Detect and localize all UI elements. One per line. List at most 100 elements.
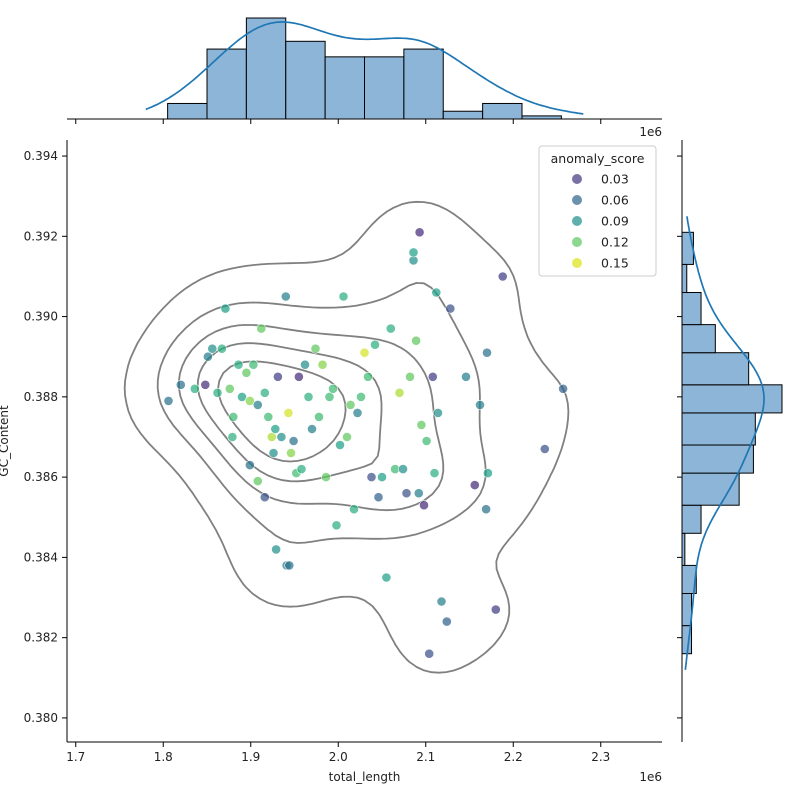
scatter-point (558, 383, 568, 394)
scatter-point (385, 323, 396, 334)
scatter-point (212, 387, 223, 398)
top-hist-bar (324, 56, 365, 120)
scatter-point (307, 424, 317, 434)
scatter-point (414, 227, 425, 238)
scatter-point (244, 460, 255, 470)
right-hist-bar (681, 504, 702, 534)
scatter-point (461, 371, 471, 382)
right-hist-bar (681, 444, 754, 474)
scatter-point (359, 347, 370, 358)
x-tick-label: 2.0 (329, 750, 348, 764)
top-hist-bar (403, 48, 444, 120)
scatter-point (475, 399, 485, 410)
scatter-point (237, 391, 247, 402)
legend-marker-0.06 (572, 195, 582, 205)
right-hist-bar (681, 292, 702, 326)
scatter-point (413, 488, 424, 499)
scatter-point (189, 383, 200, 394)
scatter-point (370, 339, 380, 350)
legend-label: 0.15 (601, 256, 629, 271)
top-hist-bar (442, 110, 484, 120)
scatter-point (427, 371, 438, 382)
scatter-point (175, 379, 186, 390)
scatter-point (482, 347, 492, 358)
scatter-point (300, 359, 310, 370)
scatter-point (244, 395, 255, 406)
scatter-point (216, 343, 227, 354)
x-tick-label: 2.1 (416, 750, 435, 764)
right-hist-bar (681, 263, 688, 294)
scatter-point (424, 648, 435, 659)
kde-contour-line-2 (156, 282, 487, 544)
scatter-point (288, 436, 299, 446)
legend-marker-0.03 (572, 174, 582, 184)
x-tick-label: 1.9 (241, 750, 260, 764)
scatter-point (497, 271, 508, 282)
legend-label: 0.12 (601, 235, 629, 250)
top-kde-curve (145, 21, 584, 115)
legend-marker-0.12 (572, 237, 582, 247)
legend: anomaly_score 0.03 0.06 0.09 0.12 0.15 (538, 145, 657, 277)
x-tick-label: 1.7 (66, 750, 85, 764)
top-hist-bar (206, 48, 247, 120)
scatter-point (436, 596, 447, 607)
scatter-point (421, 436, 432, 446)
top-marginal-histogram: 1e6 (67, 17, 662, 139)
scatter-point (445, 303, 456, 314)
x-tick-label: 1.8 (154, 750, 173, 764)
scatter-point (256, 323, 267, 334)
scatter-point (481, 504, 491, 515)
kde-contour-line-3 (178, 324, 445, 512)
scatter-point (276, 432, 287, 442)
scatter-point (268, 448, 279, 458)
right-hist-bar (681, 384, 783, 414)
scatter-point (252, 399, 263, 410)
scatter-point (345, 399, 356, 410)
scatter-point (408, 247, 419, 258)
top-hist-bar (285, 40, 326, 120)
scatter-point (271, 544, 281, 555)
right-hist-bar (681, 564, 697, 595)
x-tick-label: 2.2 (504, 750, 523, 764)
scatter-point (338, 291, 349, 302)
scatter-point (202, 351, 213, 362)
y-axis-title: GC_Content (0, 405, 11, 477)
right-hist-bar (681, 412, 756, 446)
y-tick-label: 0.390 (24, 310, 58, 324)
main-scatter-axes: 1.7 1.8 1.9 2.0 2.1 2.2 2.3 0.380 0.382 0.384 0.38… (0, 140, 662, 784)
scatter-point (356, 391, 366, 402)
scatter-point (233, 359, 244, 370)
kde-contour-line-1 (123, 200, 570, 674)
top-hist-scale-multiplier: 1e6 (639, 125, 662, 139)
right-hist-bar (681, 472, 740, 506)
scatter-point (373, 492, 384, 503)
x-scale-multiplier: 1e6 (639, 770, 662, 784)
scatter-point (296, 464, 307, 474)
legend-label: 0.09 (601, 214, 629, 229)
scatter-point (416, 419, 427, 430)
legend-label: 0.03 (601, 172, 629, 187)
scatter-point (286, 448, 296, 458)
scatter-point (394, 387, 405, 398)
legend-title: anomaly_score (551, 151, 645, 166)
scatter-point (317, 359, 328, 370)
y-tick-label: 0.392 (24, 229, 58, 243)
scatter-point (270, 424, 281, 434)
top-hist-bar (521, 115, 562, 120)
scatter-point (321, 472, 331, 482)
scatter-point (252, 476, 263, 486)
scatter-point (248, 359, 259, 370)
scatter-point (342, 432, 352, 442)
top-hist-bar (482, 102, 523, 120)
scatter-point (259, 492, 270, 503)
scatter-point (163, 395, 174, 406)
y-tick-label: 0.388 (24, 390, 58, 404)
scatter-point (352, 407, 363, 418)
top-hist-bar (245, 17, 287, 120)
scatter-point (303, 391, 314, 402)
scatter-point (227, 432, 238, 442)
y-tick-label: 0.380 (24, 711, 58, 725)
scatter-point (441, 616, 452, 627)
scatter-point (310, 343, 321, 354)
